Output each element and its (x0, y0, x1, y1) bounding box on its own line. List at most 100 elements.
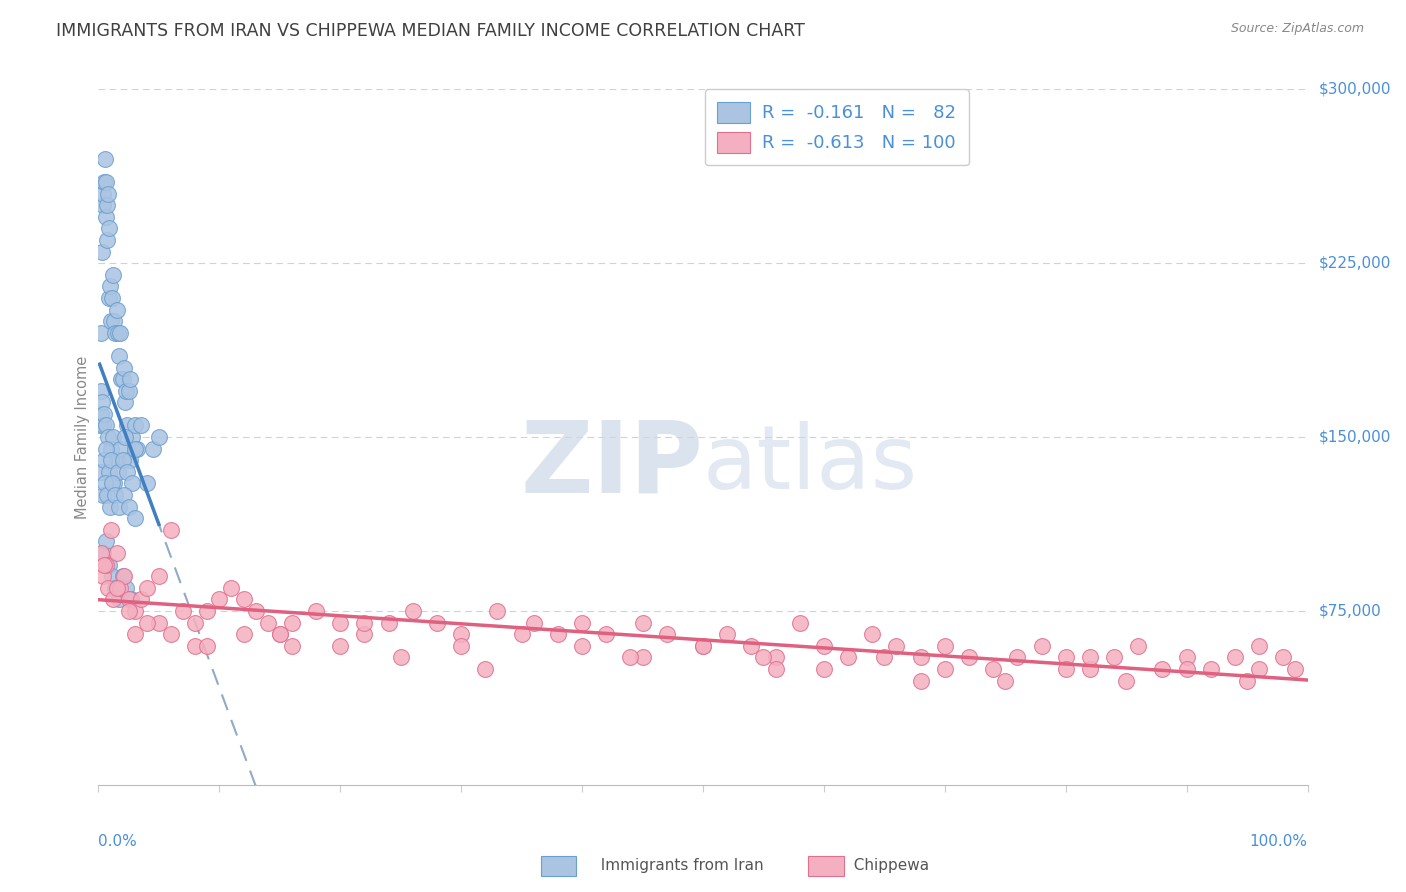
Point (91, 546, 114, 560)
Point (108, 592, 131, 607)
Point (195, 639, 218, 653)
Point (124, 627, 146, 641)
Point (97, 430, 120, 444)
Text: $150,000: $150,000 (1319, 430, 1391, 444)
Point (91, 198, 114, 212)
Point (100, 523, 122, 537)
Point (789, 615, 811, 630)
Point (94, 152, 117, 166)
Point (124, 511, 146, 525)
Text: $225,000: $225,000 (1319, 256, 1391, 270)
Y-axis label: Median Family Income: Median Family Income (75, 355, 90, 519)
Point (305, 604, 328, 618)
Point (129, 592, 152, 607)
Point (94, 476, 117, 491)
Point (1175, 650, 1198, 665)
Point (631, 615, 654, 630)
Point (1031, 639, 1053, 653)
Point (89, 418, 111, 433)
Point (571, 615, 593, 630)
Point (96, 198, 118, 212)
Text: atlas: atlas (703, 421, 918, 508)
Point (121, 476, 143, 491)
Point (91, 395, 114, 409)
Point (98, 279, 121, 293)
Point (389, 650, 412, 665)
Text: Immigrants from Iran: Immigrants from Iran (591, 858, 763, 872)
Point (160, 523, 183, 537)
Point (90, 407, 112, 421)
Point (124, 418, 146, 433)
Point (97, 465, 120, 479)
Point (124, 604, 146, 618)
Point (208, 592, 231, 607)
Point (221, 581, 243, 595)
Point (486, 604, 509, 618)
Point (101, 430, 124, 444)
Point (450, 627, 472, 641)
Point (117, 465, 139, 479)
Point (172, 604, 194, 618)
Point (100, 442, 122, 456)
Text: 100.0%: 100.0% (1250, 834, 1308, 848)
Point (860, 627, 883, 641)
Point (93, 558, 115, 572)
Point (100, 291, 122, 305)
Point (474, 662, 496, 676)
Point (93, 175, 115, 189)
Point (110, 372, 132, 386)
Point (426, 615, 449, 630)
Point (184, 615, 207, 630)
Point (101, 592, 124, 607)
Point (118, 372, 141, 386)
Point (96, 233, 118, 247)
Point (1078, 662, 1101, 676)
Text: 0.0%: 0.0% (98, 834, 138, 848)
Point (245, 604, 267, 618)
Point (98, 558, 121, 572)
Point (121, 430, 143, 444)
Point (148, 615, 170, 630)
Point (104, 326, 127, 340)
Point (105, 453, 128, 467)
Point (837, 650, 859, 665)
Point (655, 627, 678, 641)
Point (813, 662, 835, 676)
Point (120, 592, 142, 607)
Legend: R =  -0.161   N =   82, R =  -0.613   N = 100: R = -0.161 N = 82, R = -0.613 N = 100 (704, 89, 969, 165)
Point (91, 488, 114, 502)
Point (256, 615, 278, 630)
Point (96, 442, 118, 456)
Point (108, 581, 131, 595)
Point (281, 639, 304, 653)
Point (93, 407, 115, 421)
Point (105, 546, 128, 560)
Point (402, 604, 425, 618)
Point (118, 453, 141, 467)
Point (135, 476, 157, 491)
Point (118, 592, 141, 607)
Point (115, 581, 138, 595)
Point (111, 372, 134, 386)
Point (934, 662, 956, 676)
Point (124, 442, 146, 456)
Point (118, 384, 141, 398)
Point (108, 442, 131, 456)
Point (97, 186, 120, 201)
Point (112, 488, 135, 502)
Point (1175, 662, 1198, 676)
Point (142, 442, 165, 456)
Point (450, 639, 472, 653)
Point (90, 326, 112, 340)
Point (90, 465, 112, 479)
Point (91, 418, 114, 433)
Point (1054, 662, 1077, 676)
Point (353, 627, 375, 641)
Point (107, 465, 129, 479)
Point (127, 442, 149, 456)
Point (1284, 662, 1306, 676)
Point (98, 500, 121, 514)
Point (104, 581, 127, 595)
Point (93, 453, 115, 467)
Point (595, 627, 617, 641)
